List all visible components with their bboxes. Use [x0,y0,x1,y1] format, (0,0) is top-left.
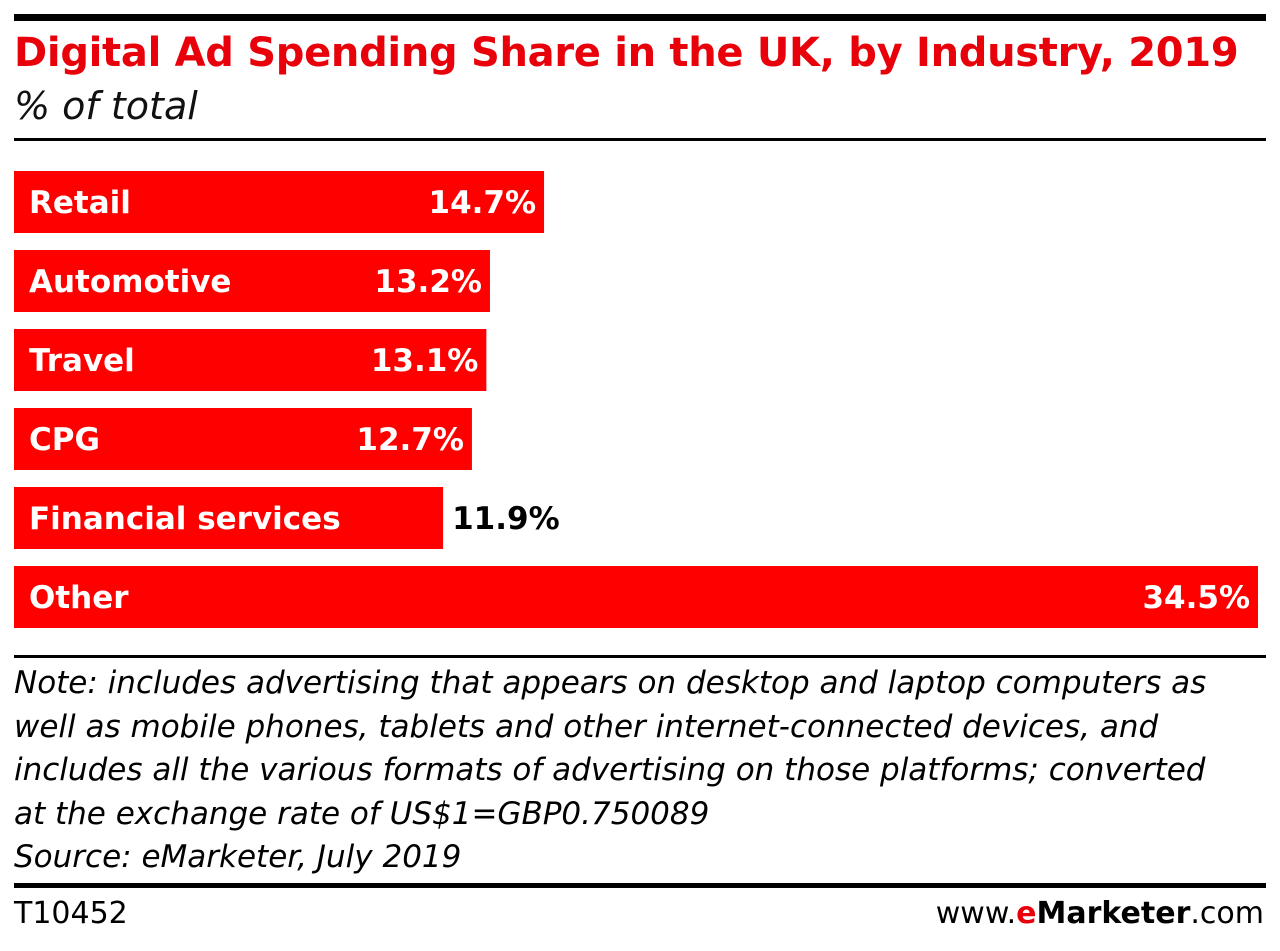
value-label-travel: 13.1% [371,343,479,379]
brand-suffix: .com [1190,896,1264,931]
brand-name: Marketer [1036,896,1191,931]
bar-other [14,566,1258,628]
bar-automotive [14,250,490,312]
source-line: Source: eMarketer, July 2019 [14,839,462,875]
bar-financial-services [14,487,444,549]
chart-id: T10452 [14,896,128,931]
top-rule [14,14,1266,21]
note-line: includes all the various formats of adve… [14,752,1206,788]
chart-title: Digital Ad Spending Share in the UK, by … [14,30,1239,76]
value-label-retail: 14.7% [429,185,537,221]
brand-e: e [1016,896,1037,931]
category-label-other: Other [29,580,129,616]
category-label-cpg: CPG [29,422,100,458]
bar-travel [14,329,487,391]
value-label-automotive: 13.2% [374,264,482,300]
bar-cpg [14,408,472,470]
note-rule [14,655,1266,658]
brand-prefix: www. [935,896,1017,931]
category-label-retail: Retail [29,185,131,221]
note-line: Note: includes advertising that appears … [14,665,1207,701]
category-label-travel: Travel [29,343,135,379]
emarketer-logo[interactable]: www.eMarketer.com [936,896,1264,931]
bar-retail [14,171,545,233]
bottom-rule [14,883,1266,888]
chart-note: Note: includes advertising that appears … [14,662,1266,880]
note-line: well as mobile phones, tablets and other… [14,708,1159,745]
value-label-cpg: 12.7% [356,422,464,458]
category-label-financial-services: Financial services [29,501,341,537]
value-label-financial-services: 11.9% [452,501,560,537]
chart-subtitle: % of total [14,84,198,128]
header-rule [14,138,1266,141]
value-label-other: 34.5% [1142,580,1250,616]
note-line: at the exchange rate of US$1=GBP0.750089 [14,795,710,832]
category-label-automotive: Automotive [29,264,231,300]
